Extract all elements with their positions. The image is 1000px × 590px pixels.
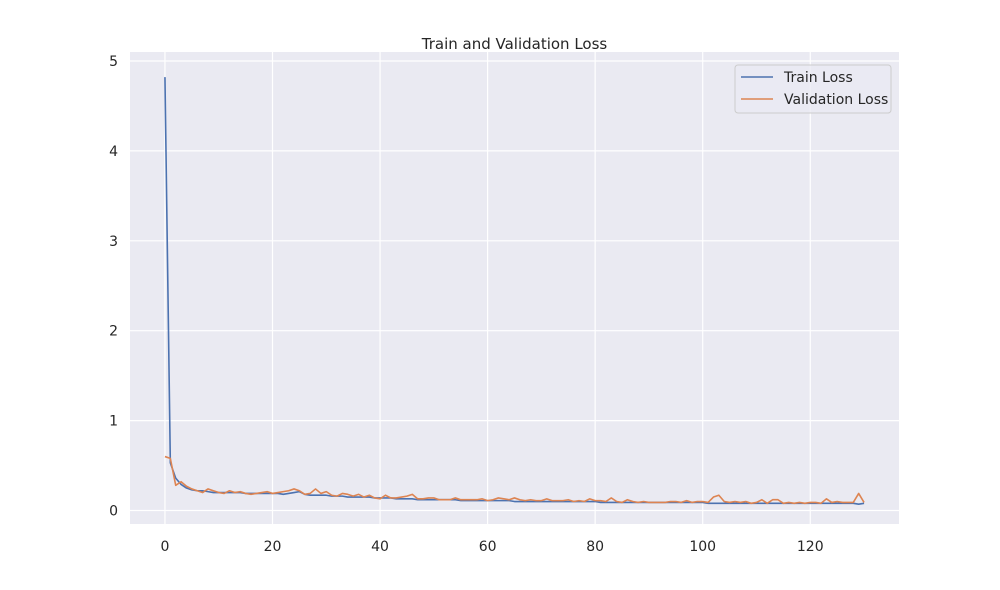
x-tick-labels: 0 20 40 60 80 100 120 <box>160 539 823 555</box>
y-grid-lines <box>130 60 899 512</box>
x-tick-label: 80 <box>586 539 604 555</box>
plot-background <box>130 52 899 524</box>
legend-label-validation: Validation Loss <box>784 92 888 108</box>
x-tick-label: 20 <box>264 539 282 555</box>
x-tick-label: 120 <box>797 539 824 555</box>
y-tick-labels: 0 1 2 3 4 5 <box>109 54 118 520</box>
x-tick-label: 100 <box>689 539 716 555</box>
legend: Train Loss Validation Loss <box>734 64 892 114</box>
y-tick-label: 4 <box>109 144 118 160</box>
y-tick-label: 0 <box>109 504 118 520</box>
x-tick-label: 0 <box>160 539 169 555</box>
series-line-validation <box>164 455 865 505</box>
y-tick-label: 3 <box>109 234 118 250</box>
series-line-train <box>164 77 865 506</box>
y-tick-label: 5 <box>109 54 118 70</box>
legend-label-train: Train Loss <box>783 70 853 86</box>
x-tick-label: 40 <box>371 539 389 555</box>
x-tick-label: 60 <box>479 539 497 555</box>
chart-title: Train and Validation Loss <box>421 35 608 53</box>
y-tick-label: 1 <box>109 414 118 430</box>
series-lines <box>164 77 865 506</box>
legend-box <box>734 64 892 114</box>
y-tick-label: 2 <box>109 324 118 340</box>
